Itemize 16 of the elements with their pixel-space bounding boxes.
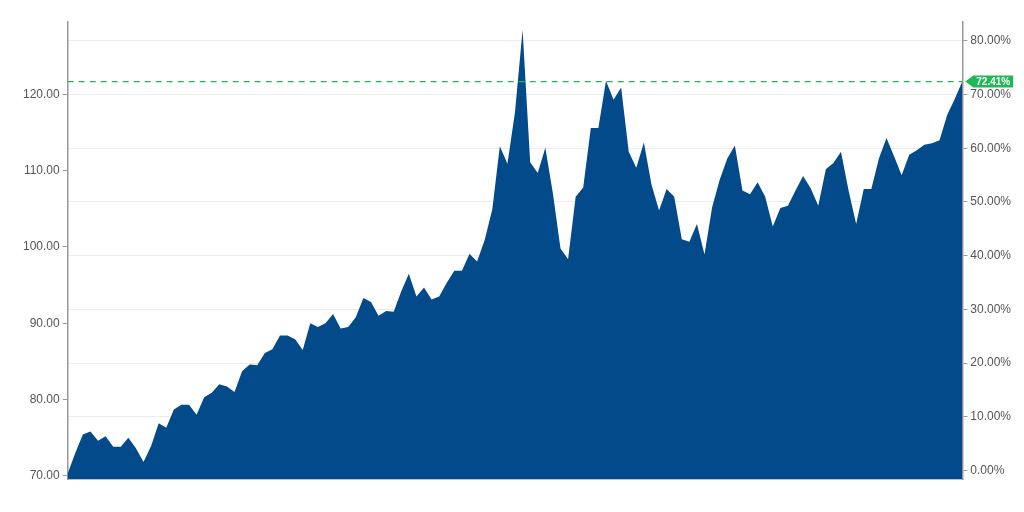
y-tick-label: 120.00 [23,86,61,101]
y2-tick-label: 20.00% [970,355,1012,370]
y2-tick-label: 10.00% [970,409,1012,424]
y2-tick-label: 80.00% [970,33,1012,48]
y-tick-label: 70.00 [29,468,61,483]
y2-tick-label: 30.00% [970,301,1012,316]
y2-tick-label: 70.00% [970,86,1012,101]
y-tick-label: 110.00 [23,163,61,178]
y2-tick-label: 50.00% [970,194,1012,209]
y-tick-label: 80.00 [29,391,61,406]
ref-line-label: 72.41% [976,76,1011,88]
y2-tick-label: 60.00% [970,140,1012,155]
y-tick-label: 100.00 [23,239,61,254]
y2-tick-label: 0.00% [970,462,1005,477]
y2-tick-label: 40.00% [970,247,1012,262]
y-tick-label: 90.00 [29,315,61,330]
